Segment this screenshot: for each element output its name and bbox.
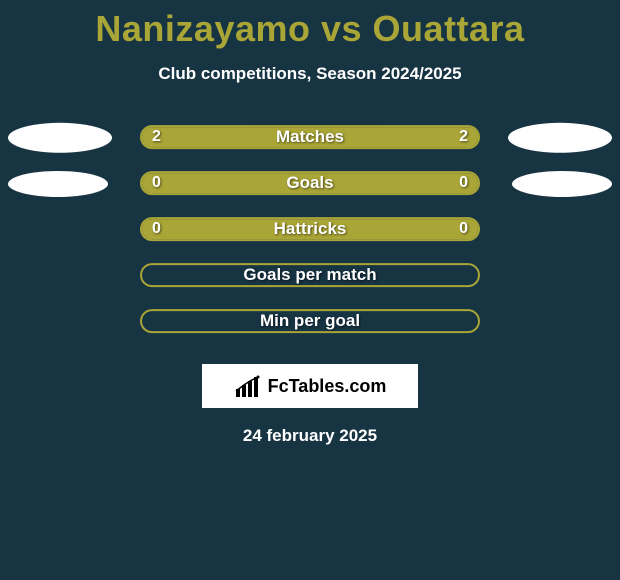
player-left-ellipse [8, 171, 108, 197]
logo-chart-icon [234, 375, 264, 397]
stat-row: Min per goal [0, 300, 620, 346]
stat-rows: 22Matches 00Goals 00Hattricks Goals per mat… [0, 116, 620, 346]
stat-label: Min per goal [142, 311, 478, 331]
stat-row: Goals per match [0, 254, 620, 300]
logo-box: FcTables.com [202, 364, 418, 408]
page-title: Nanizayamo vs Ouattara [0, 0, 620, 50]
stat-label: Matches [142, 127, 478, 147]
stat-bar: Goals per match [140, 263, 480, 287]
logo-text: FcTables.com [268, 376, 387, 397]
stat-label: Goals [142, 173, 478, 193]
player-right-ellipse [512, 171, 612, 197]
stat-bar: 00Hattricks [140, 217, 480, 241]
stat-row: 22Matches [0, 116, 620, 162]
stat-bar: Min per goal [140, 309, 480, 333]
stat-label: Goals per match [142, 265, 478, 285]
stat-bar: 22Matches [140, 125, 480, 149]
stat-row: 00Goals [0, 162, 620, 208]
player-right-ellipse [508, 123, 612, 153]
subtitle: Club competitions, Season 2024/2025 [0, 64, 620, 84]
stat-label: Hattricks [142, 219, 478, 239]
player-left-ellipse [8, 123, 112, 153]
stat-bar: 00Goals [140, 171, 480, 195]
date-text: 24 february 2025 [0, 426, 620, 446]
stat-row: 00Hattricks [0, 208, 620, 254]
